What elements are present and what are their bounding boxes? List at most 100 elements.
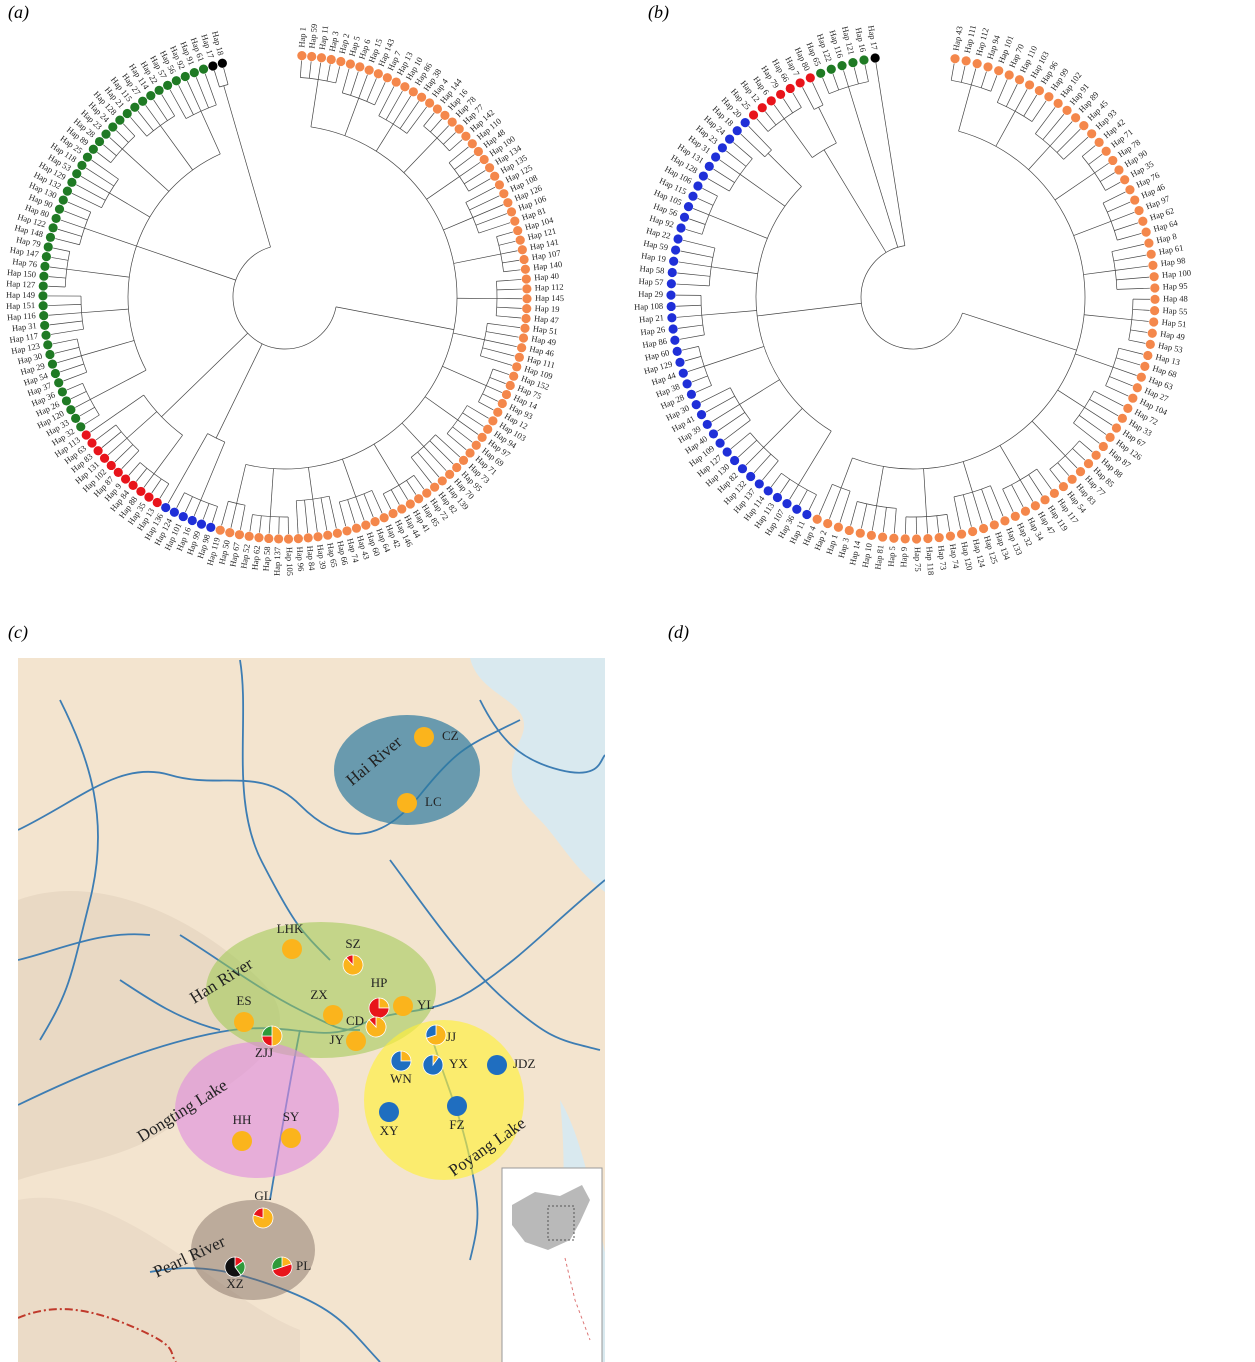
tip-dot xyxy=(733,126,742,135)
tip-dot xyxy=(1140,362,1149,371)
tip-dot xyxy=(834,523,843,532)
branch xyxy=(502,260,519,263)
branch xyxy=(476,214,507,226)
pie-slice xyxy=(932,1267,952,1277)
tip-label: Hap 96 xyxy=(295,546,306,571)
branch xyxy=(1111,212,1134,221)
tip-dot xyxy=(499,189,508,198)
tip-dot xyxy=(816,69,825,78)
inset xyxy=(1162,1168,1255,1362)
tip-dot xyxy=(498,399,507,408)
tip-dot xyxy=(144,493,153,502)
tip-dot xyxy=(48,359,57,368)
branch xyxy=(1079,415,1106,434)
branch xyxy=(1073,448,1085,460)
tip-dot xyxy=(792,505,801,514)
pie-slice xyxy=(1093,1055,1099,1065)
site-label: YL xyxy=(1077,997,1094,1012)
branch xyxy=(780,479,790,493)
tip-dot xyxy=(114,468,123,477)
tip-dot xyxy=(519,255,528,264)
branch xyxy=(402,423,424,446)
tip-dot xyxy=(510,217,519,226)
branch xyxy=(1020,480,1033,502)
branch xyxy=(1065,456,1077,468)
branch xyxy=(678,325,703,328)
branch xyxy=(81,176,109,193)
panel-label: (d) xyxy=(668,622,689,643)
branch xyxy=(702,310,757,315)
site-label: WN xyxy=(390,1071,412,1086)
tip-dot xyxy=(1108,156,1117,165)
tip-dot xyxy=(1005,70,1014,79)
tip-dot xyxy=(802,510,811,519)
tip-dot xyxy=(901,534,910,543)
tip-dot xyxy=(83,153,92,162)
tip-dot xyxy=(1095,138,1104,147)
tip-dot xyxy=(669,257,678,266)
branch xyxy=(799,490,807,505)
tip-dot xyxy=(495,180,504,189)
tip-dot xyxy=(1150,283,1159,292)
tip-dot xyxy=(946,531,955,540)
pie-slice xyxy=(1003,955,1023,975)
branch xyxy=(829,488,841,519)
branch xyxy=(861,504,866,528)
branch xyxy=(240,505,245,530)
tip-dot xyxy=(1149,317,1158,326)
tip-dot xyxy=(440,111,449,120)
site-label: CZ xyxy=(442,728,459,743)
tip-dot xyxy=(1148,329,1157,338)
tip-dot xyxy=(692,400,701,409)
branch xyxy=(840,491,850,522)
tip-dot xyxy=(516,236,525,245)
branch xyxy=(876,63,879,80)
branch xyxy=(1058,390,1085,407)
site-label: FZ xyxy=(1109,1117,1124,1132)
tip-dot xyxy=(1059,482,1068,491)
branch xyxy=(152,479,162,493)
tip-dot xyxy=(461,132,470,141)
tip-dot xyxy=(172,76,181,85)
tip-label: Hap 5 xyxy=(886,546,898,567)
tip-dot xyxy=(715,439,724,448)
site-label: WN xyxy=(1050,1071,1072,1086)
branch xyxy=(688,366,704,371)
branch xyxy=(51,257,68,260)
branch xyxy=(205,74,216,105)
tip-dot xyxy=(146,91,155,100)
tip-dot xyxy=(667,313,676,322)
pie-slice xyxy=(942,1257,952,1270)
tip-label: Hap 75 xyxy=(913,547,923,572)
branch xyxy=(484,340,516,347)
branch xyxy=(823,78,829,94)
branch xyxy=(123,124,135,136)
tip-dot xyxy=(1062,106,1071,115)
tip-label: Hap 74 xyxy=(948,543,962,570)
branch xyxy=(327,64,330,81)
river xyxy=(810,1268,1040,1362)
branch xyxy=(1058,463,1069,476)
branch xyxy=(1117,233,1141,240)
tip-dot xyxy=(859,55,868,64)
branch xyxy=(1129,340,1146,343)
branch xyxy=(713,169,734,182)
pie-slice xyxy=(913,1208,923,1218)
tip-dot xyxy=(43,340,52,349)
site-label: XY xyxy=(1040,1123,1059,1138)
branch xyxy=(1103,192,1125,203)
branch xyxy=(708,179,730,191)
tip-dot xyxy=(693,181,702,190)
branch xyxy=(833,74,839,90)
branch xyxy=(677,315,702,317)
tip-dot xyxy=(725,135,734,144)
branch xyxy=(1084,315,1132,320)
tip-dot xyxy=(87,438,96,447)
branch xyxy=(497,307,522,308)
tip-dot xyxy=(1133,383,1142,392)
branch xyxy=(480,356,512,366)
tip-dot xyxy=(100,454,109,463)
branch xyxy=(108,438,127,455)
tip-dot xyxy=(871,53,880,62)
branch xyxy=(1116,277,1149,280)
